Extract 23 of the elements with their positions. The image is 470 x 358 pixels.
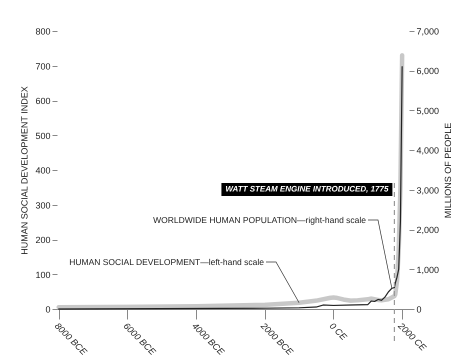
y2-tick-label: 3,000 (416, 185, 440, 196)
y2-tick-label: 4,000 (416, 146, 440, 156)
y-tick-label: 500 (35, 130, 50, 141)
y2-tick-label: 1,000 (416, 264, 440, 275)
y2-tick-label: 2,000 (416, 225, 440, 236)
y2-tick-label: 6,000 (416, 66, 440, 76)
y-tick-label: 800 (35, 26, 50, 36)
y-tick-label: 400 (35, 166, 50, 176)
y2-tick-label: 7,000 (416, 26, 440, 36)
y2-tick-label: 0 (416, 304, 422, 314)
y-tick-label: 0 (45, 304, 50, 314)
annotation: HUMAN SOCIAL DEVELOPMENT—left-hand scale (69, 257, 264, 267)
y-tick-label: 300 (35, 200, 50, 210)
y-tick-label: 600 (35, 96, 50, 106)
y-tick-label: 100 (35, 270, 50, 280)
annotation: WORLDWIDE HUMAN POPULATION—right-hand scale (153, 215, 366, 225)
y2-tick-label: 5,000 (416, 106, 440, 116)
y-axis-title: HUMAN SOCIAL DEVELOPMENT INDEX (19, 86, 30, 255)
y-tick-label: 200 (35, 235, 50, 245)
x-tick-label: 0 CE (328, 320, 350, 343)
y-tick-label: 700 (35, 61, 50, 72)
ref-line-label: WATT STEAM ENGINE INTRODUCED, 1775 (225, 184, 389, 194)
y2-axis-title: MILLIONS OF PEOPLE (443, 122, 454, 218)
